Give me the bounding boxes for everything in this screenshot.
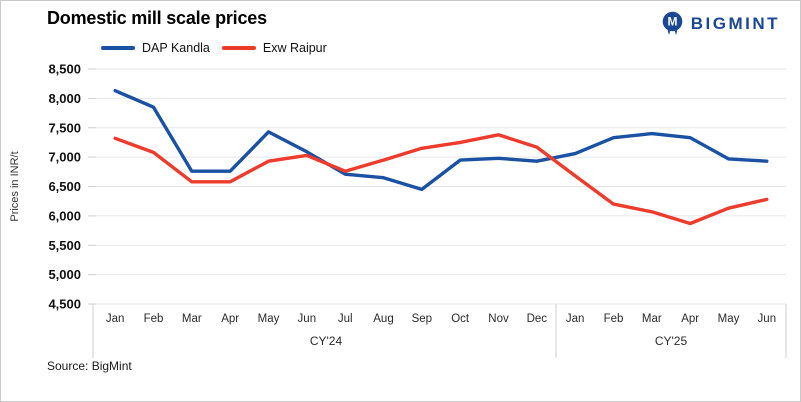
y-axis-label: 4,500 xyxy=(48,297,81,312)
x-axis-label: Mar xyxy=(182,313,202,325)
x-axis-label: Apr xyxy=(681,313,699,325)
y-axis-title: Prices in INR/t xyxy=(9,151,21,221)
y-axis-label: 5,000 xyxy=(48,267,81,282)
y-axis-label: 6,500 xyxy=(48,179,81,194)
y-axis-label: 5,500 xyxy=(48,238,81,253)
svg-text:M: M xyxy=(667,15,677,29)
x-axis-label: Nov xyxy=(488,313,509,325)
chart-legend: DAP Kandla Exw Raipur xyxy=(101,41,331,55)
y-axis-label: 6,000 xyxy=(48,208,81,223)
x-axis-label: Feb xyxy=(604,313,624,325)
y-axis-label: 7,000 xyxy=(48,150,81,165)
y-axis-label: 8,500 xyxy=(48,62,81,77)
chart-title: Domestic mill scale prices xyxy=(47,8,267,28)
category-group-label: CY'25 xyxy=(655,334,688,348)
x-axis-label: Apr xyxy=(221,313,239,325)
x-axis-label: Jan xyxy=(106,313,125,325)
logo-text: BIGMINT xyxy=(690,13,780,33)
x-axis-label: May xyxy=(718,313,740,325)
x-axis-label: Feb xyxy=(144,313,164,325)
x-axis-label: Jun xyxy=(758,313,777,325)
x-axis-label: Jan xyxy=(566,313,585,325)
x-axis-label: Dec xyxy=(527,313,548,325)
x-axis-label: Sep xyxy=(412,313,432,325)
series-line-dap-kandla xyxy=(113,88,769,192)
category-group-label: CY'24 xyxy=(310,334,343,348)
bigmint-logo: M BIGMINT xyxy=(659,10,780,37)
y-axis-label: 8,000 xyxy=(48,91,81,106)
series-line-exw-raipur xyxy=(113,133,769,226)
x-axis-label: Jul xyxy=(338,313,353,325)
legend-item-exw-raipur: Exw Raipur xyxy=(221,41,327,55)
legend-item-dap-kandla: DAP Kandla xyxy=(101,41,210,55)
bigmint-mammoth-icon: M xyxy=(662,11,683,35)
x-axis-label: Aug xyxy=(373,313,393,325)
x-axis-label: Jun xyxy=(298,313,317,325)
legend-label: DAP Kandla xyxy=(142,41,210,55)
legend-swatch-red xyxy=(221,46,256,50)
source-note: Source: BigMint xyxy=(47,359,132,373)
x-axis-label: Mar xyxy=(642,313,662,325)
y-axis-label: 7,500 xyxy=(48,120,81,135)
legend-swatch-blue xyxy=(101,46,135,50)
x-axis-label: May xyxy=(258,313,280,325)
legend-label: Exw Raipur xyxy=(262,41,327,55)
x-axis-label: Oct xyxy=(451,313,470,325)
